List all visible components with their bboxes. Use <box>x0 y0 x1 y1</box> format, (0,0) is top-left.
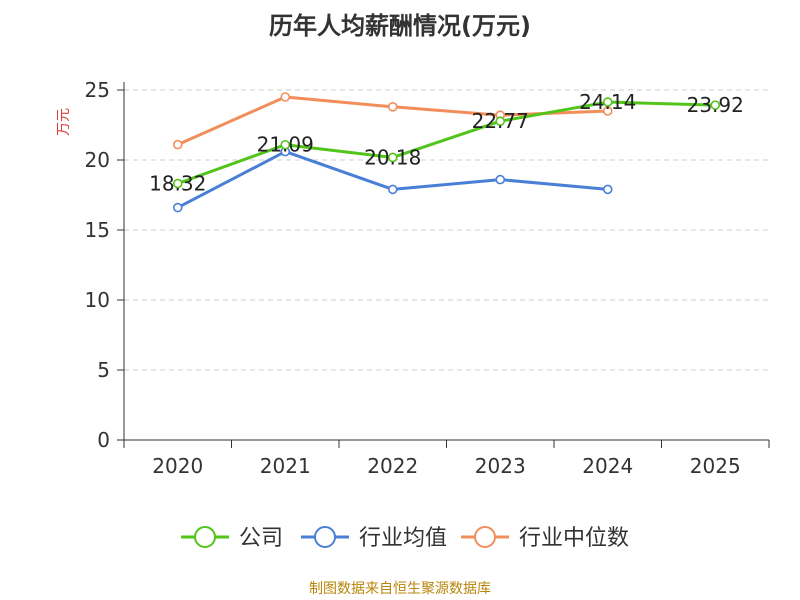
legend-item: 行业均值 <box>359 526 447 551</box>
data-label: 23.92 <box>687 93 744 117</box>
data-point[interactable] <box>280 139 291 150</box>
data-point[interactable] <box>495 116 506 127</box>
data-point[interactable] <box>495 174 506 185</box>
x-tick-label: 2022 <box>367 454 418 478</box>
swatch-company-icon <box>194 526 216 548</box>
legend-item: 公司 <box>239 526 283 551</box>
legend-item: 行业中位数 <box>519 526 629 551</box>
data-label: 22.77 <box>472 109 529 133</box>
data-point[interactable] <box>387 102 398 112</box>
data-point[interactable] <box>602 106 613 116</box>
y-tick-label: 15 <box>85 218 110 242</box>
x-tick-label: 2020 <box>152 454 203 478</box>
data-label: 24.14 <box>579 90 636 114</box>
y-tick-label: 0 <box>97 428 110 452</box>
source-note: 制图数据来自恒生聚源数据库 <box>309 581 491 597</box>
x-tick-label: 2023 <box>475 454 526 478</box>
y-tick-label: 5 <box>97 358 110 382</box>
data-label: 21.09 <box>257 133 314 157</box>
y-axis-label: 万元 <box>56 108 72 136</box>
data-label: 18.32 <box>149 172 206 196</box>
x-tick-label: 2024 <box>582 454 633 478</box>
data-point[interactable] <box>172 178 183 189</box>
y-tick-label: 25 <box>85 78 110 102</box>
data-point[interactable] <box>602 97 613 107</box>
x-tick-label: 2021 <box>260 454 311 478</box>
y-tick-label: 10 <box>85 288 110 312</box>
series-line <box>177 100 716 185</box>
chart-title: 历年人均薪酬情况(万元) <box>269 12 531 40</box>
data-label: 20.18 <box>364 145 421 169</box>
data-point[interactable] <box>387 152 398 163</box>
y-tick-label: 20 <box>85 148 110 172</box>
data-point[interactable] <box>280 92 291 102</box>
data-point[interactable] <box>602 184 613 195</box>
data-point[interactable] <box>387 184 398 195</box>
data-point[interactable] <box>710 100 721 110</box>
data-point[interactable] <box>172 202 183 213</box>
swatch-industry-avg-icon <box>314 526 336 548</box>
x-tick-label: 2025 <box>690 454 741 478</box>
swatch-industry-median-icon <box>474 526 496 548</box>
data-point[interactable] <box>172 139 183 150</box>
